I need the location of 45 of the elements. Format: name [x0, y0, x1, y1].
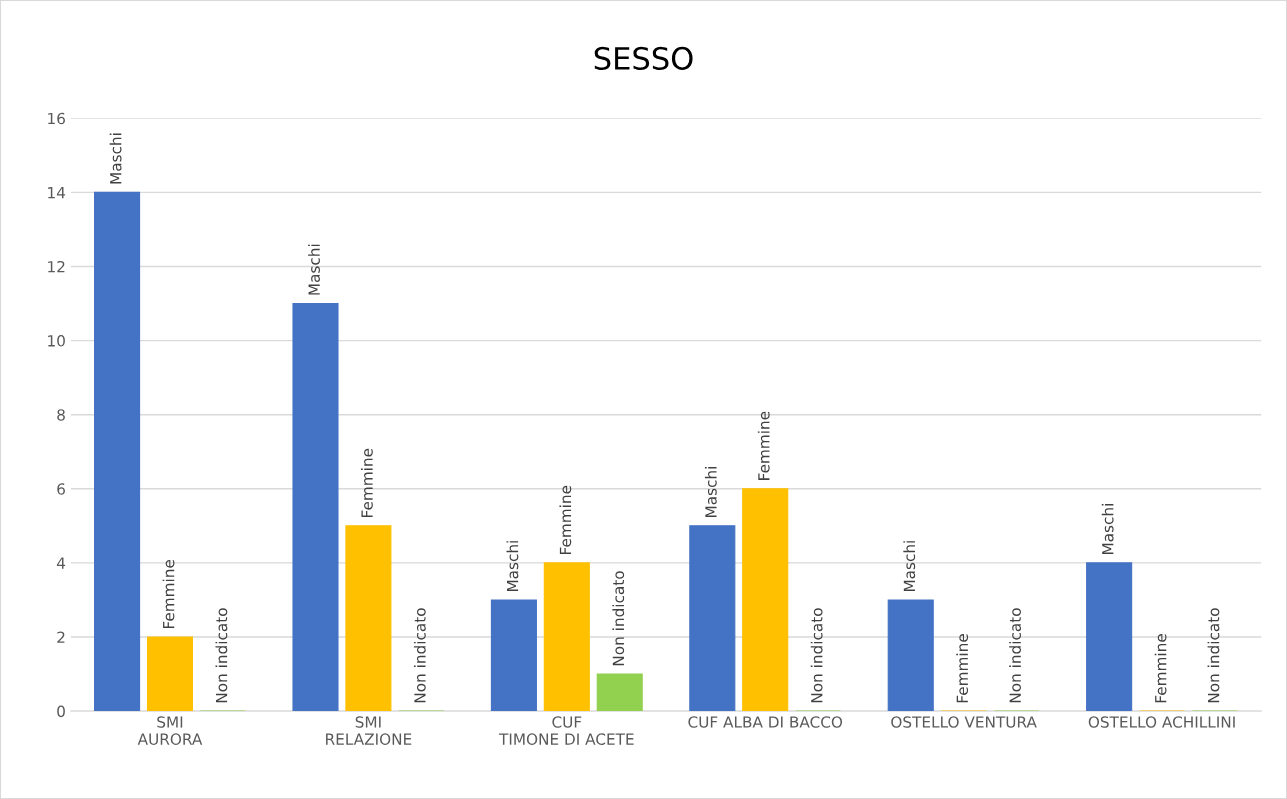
text: Maschi: [903, 541, 916, 592]
text: Maschi: [704, 467, 717, 517]
text: Maschi: [308, 244, 320, 295]
bar: [596, 673, 643, 712]
y-tick-label: 6: [57, 483, 65, 495]
text: Non indicato: [1009, 608, 1021, 703]
y-tick-label: 8: [57, 409, 65, 421]
x-tick-label: OSTELLO ACHILLINI: [1088, 716, 1235, 728]
y-tick-label: 0: [57, 705, 65, 718]
text: Femmine: [162, 559, 175, 629]
x-tick-label: SMI AURORA: [137, 716, 203, 745]
bar: [543, 562, 590, 712]
text: Femmine: [956, 634, 969, 703]
bar: [689, 525, 736, 712]
x-tick-label: OSTELLO VENTURA: [891, 716, 1037, 728]
y-tick-label: 12: [48, 260, 65, 273]
text: Femmine: [559, 485, 572, 554]
text: Femmine: [757, 411, 770, 480]
bar: [490, 599, 537, 712]
bar: [887, 599, 934, 712]
text: Non indicato: [810, 608, 823, 703]
text: Non indicato: [413, 608, 426, 703]
text: Maschi: [1101, 504, 1114, 554]
y-tick-label: 10: [48, 335, 65, 347]
text: Femmine: [361, 448, 373, 517]
text: Non indicato: [215, 608, 228, 703]
x-tick-label: SMI RELAZIONE: [326, 716, 412, 745]
text: Femmine: [1154, 634, 1167, 703]
x-tick-label: CUF TIMONE DI ACETE: [498, 716, 634, 745]
text: Maschi: [109, 133, 122, 184]
y-tick-label: 4: [56, 557, 66, 569]
chart-title: SESSO: [594, 46, 693, 70]
x-tick-label: CUF ALBA DI BACCO: [688, 716, 843, 728]
bar: [292, 302, 339, 712]
bar: [146, 636, 194, 712]
bar: [1086, 562, 1133, 712]
text: Non indicato: [1207, 608, 1220, 703]
bar: [742, 488, 789, 712]
text: Non indicato: [612, 571, 625, 666]
bar: [345, 525, 392, 712]
bar: [94, 191, 141, 712]
text: Maschi: [506, 541, 519, 592]
y-tick-label: 14: [48, 187, 66, 199]
y-tick-label: 16: [48, 112, 65, 125]
y-tick-label: 2: [57, 631, 65, 643]
